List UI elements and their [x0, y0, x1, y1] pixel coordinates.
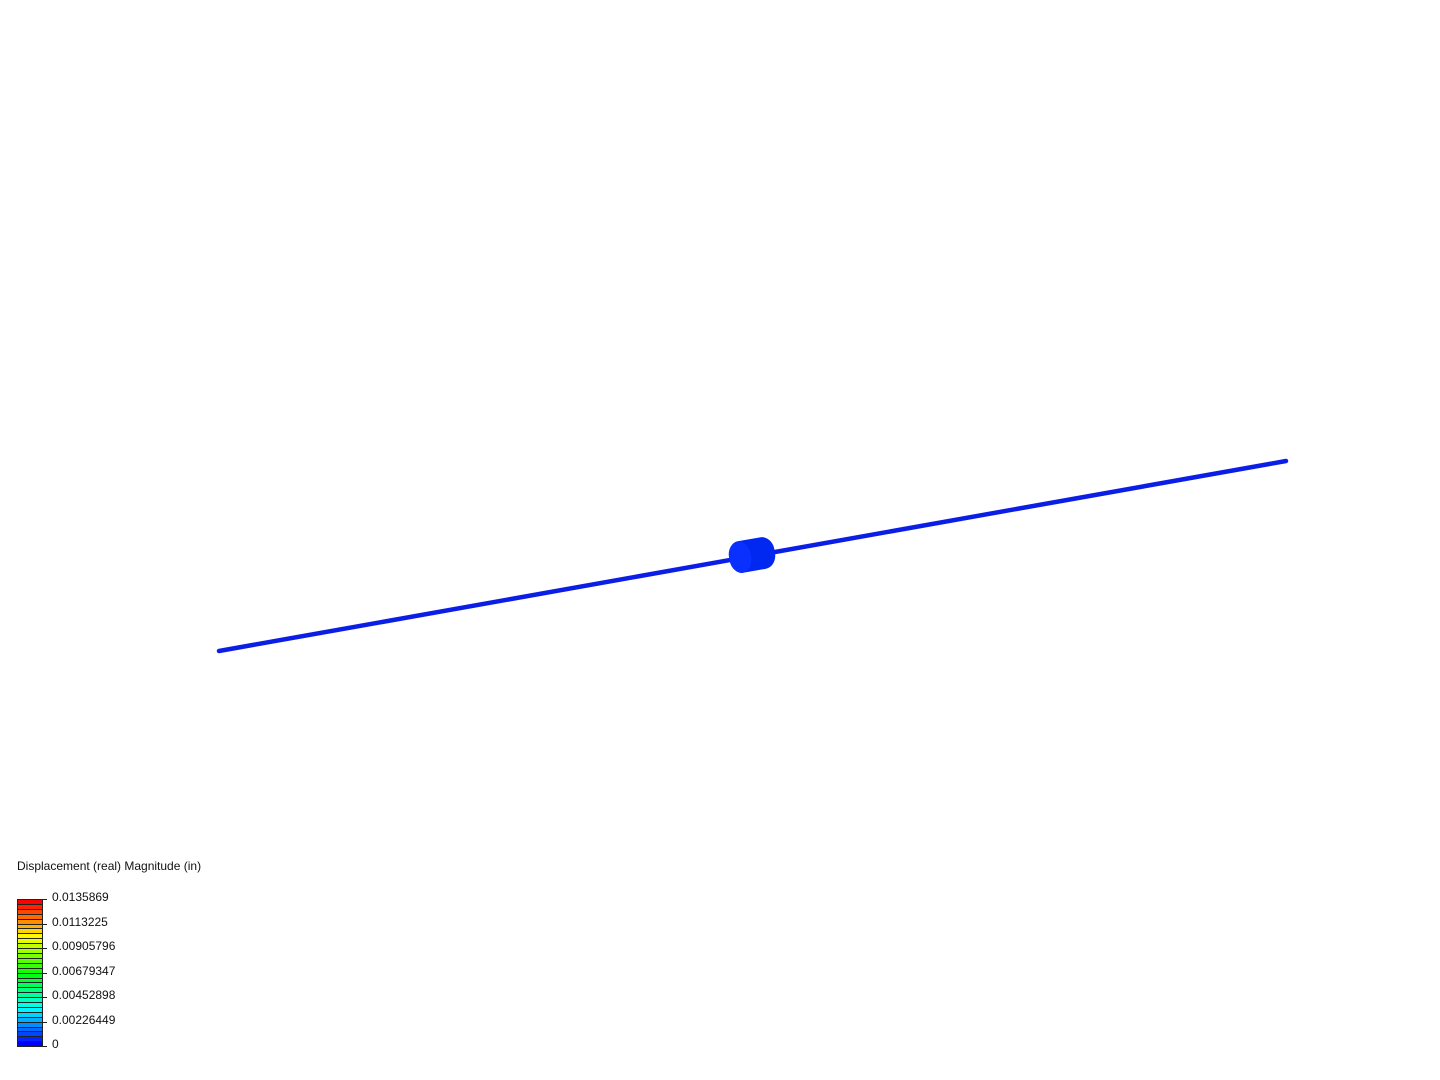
- legend-band: [18, 1007, 42, 1013]
- legend-band: [18, 1022, 42, 1028]
- legend-tick-label: 0.00452898: [52, 988, 116, 1002]
- legend-tick: [42, 972, 47, 974]
- legend-band: [18, 900, 42, 905]
- color-legend-bar: [17, 899, 43, 1047]
- legend-band: [18, 914, 42, 920]
- legend-band: [18, 1037, 42, 1043]
- legend-band: [18, 1042, 42, 1047]
- legend-band: [18, 973, 42, 979]
- legend-band: [18, 1017, 42, 1023]
- legend-tick-label: 0.0135869: [52, 890, 109, 904]
- legend-tick-label: 0.0113225: [52, 914, 108, 929]
- legend-band: [18, 983, 42, 989]
- legend-tick: [42, 923, 47, 925]
- legend-band: [18, 1032, 42, 1038]
- legend-band: [18, 919, 42, 925]
- legend-band: [18, 924, 42, 930]
- legend-tick-label: 0.00679347: [52, 963, 116, 978]
- legend-tick-label: 0: [52, 1037, 59, 1051]
- legend-tick: [42, 899, 47, 900]
- legend-tick: [42, 1021, 47, 1023]
- legend-tick: [42, 1046, 47, 1047]
- legend-band: [18, 944, 42, 950]
- legend-band: [18, 909, 42, 915]
- legend-band: [18, 1027, 42, 1033]
- legend-tick: [42, 997, 47, 998]
- legend-tick: [42, 948, 47, 949]
- legend-band: [18, 904, 42, 910]
- legend-band: [18, 988, 42, 994]
- legend-band: [18, 998, 42, 1004]
- legend-band: [18, 978, 42, 984]
- legend-band: [18, 939, 42, 945]
- legend-band: [18, 929, 42, 935]
- cylinder-body: [728, 537, 776, 573]
- legend-band: [18, 949, 42, 954]
- legend-tick-label: 0.00905796: [52, 939, 116, 953]
- legend-band: [18, 958, 42, 964]
- legend-band: [18, 953, 42, 959]
- legend-band: [18, 1003, 42, 1008]
- legend-band: [18, 968, 42, 974]
- legend-band: [18, 963, 42, 969]
- legend-band: [18, 934, 42, 940]
- legend-band: [18, 1012, 42, 1018]
- legend-tick-label: 0.00226449: [52, 1012, 116, 1027]
- legend-title: Displacement (real) Magnitude (in): [17, 859, 202, 873]
- legend-band: [18, 993, 42, 999]
